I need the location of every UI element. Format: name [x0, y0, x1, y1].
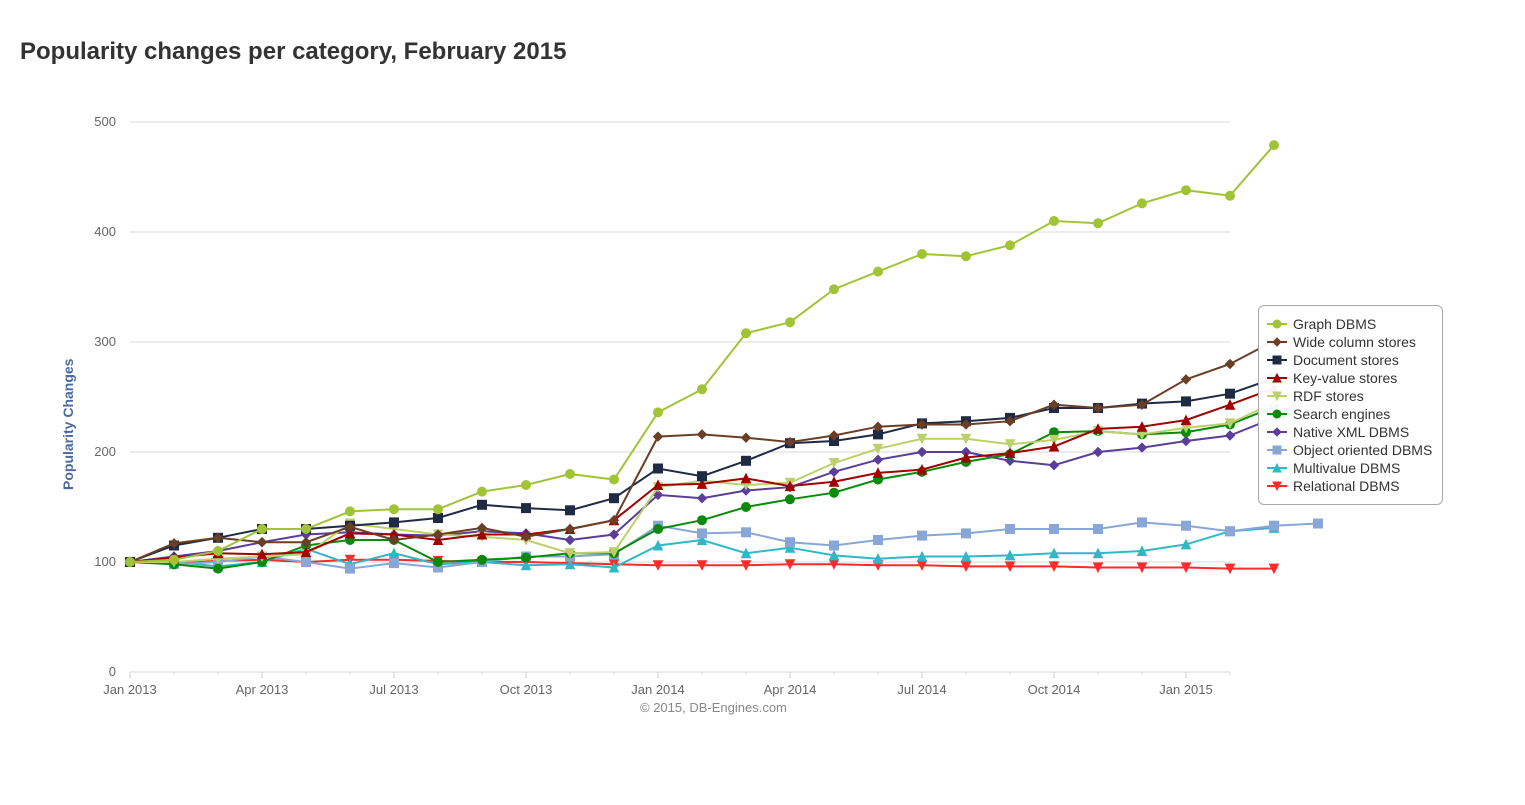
legend-label: Relational DBMS — [1293, 478, 1400, 494]
legend-swatch — [1267, 371, 1287, 385]
svg-text:100: 100 — [94, 554, 116, 569]
svg-text:300: 300 — [94, 334, 116, 349]
legend: Graph DBMS Wide column stores Document sto… — [1258, 305, 1443, 505]
svg-text:Jan 2015: Jan 2015 — [1159, 682, 1213, 697]
legend-item-relational-dbms[interactable]: Relational DBMS — [1267, 478, 1432, 494]
legend-swatch — [1267, 353, 1287, 367]
svg-text:500: 500 — [94, 114, 116, 129]
svg-text:0: 0 — [109, 664, 116, 679]
legend-swatch — [1267, 425, 1287, 439]
svg-text:Oct 2013: Oct 2013 — [500, 682, 553, 697]
svg-text:Apr 2013: Apr 2013 — [236, 682, 289, 697]
svg-text:200: 200 — [94, 444, 116, 459]
legend-item-wide-column-stores[interactable]: Wide column stores — [1267, 334, 1432, 350]
svg-text:Apr 2014: Apr 2014 — [764, 682, 817, 697]
legend-item-object-oriented-dbms[interactable]: Object oriented DBMS — [1267, 442, 1432, 458]
legend-label: Search engines — [1293, 406, 1390, 422]
legend-swatch — [1267, 407, 1287, 421]
legend-label: RDF stores — [1293, 388, 1364, 404]
legend-item-search-engines[interactable]: Search engines — [1267, 406, 1432, 422]
legend-item-document-stores[interactable]: Document stores — [1267, 352, 1432, 368]
legend-label: Document stores — [1293, 352, 1399, 368]
legend-swatch — [1267, 443, 1287, 457]
legend-label: Key-value stores — [1293, 370, 1397, 386]
legend-swatch — [1267, 389, 1287, 403]
legend-swatch — [1267, 317, 1287, 331]
legend-swatch — [1267, 335, 1287, 349]
svg-text:400: 400 — [94, 224, 116, 239]
legend-item-rdf-stores[interactable]: RDF stores — [1267, 388, 1432, 404]
chart-container: Popularity changes per category, Februar… — [0, 0, 1525, 800]
legend-label: Multivalue DBMS — [1293, 460, 1400, 476]
legend-label: Native XML DBMS — [1293, 424, 1409, 440]
legend-item-multivalue-dbms[interactable]: Multivalue DBMS — [1267, 460, 1432, 476]
legend-label: Graph DBMS — [1293, 316, 1376, 332]
legend-item-native-xml-dbms[interactable]: Native XML DBMS — [1267, 424, 1432, 440]
legend-item-key-value-stores[interactable]: Key-value stores — [1267, 370, 1432, 386]
legend-label: Object oriented DBMS — [1293, 442, 1432, 458]
svg-text:Jan 2013: Jan 2013 — [103, 682, 157, 697]
svg-text:Oct 2014: Oct 2014 — [1028, 682, 1081, 697]
legend-swatch — [1267, 461, 1287, 475]
chart-credit: © 2015, DB-Engines.com — [640, 700, 787, 715]
legend-swatch — [1267, 479, 1287, 493]
legend-item-graph-dbms[interactable]: Graph DBMS — [1267, 316, 1432, 332]
svg-text:Jan 2014: Jan 2014 — [631, 682, 685, 697]
svg-text:Jul 2013: Jul 2013 — [369, 682, 418, 697]
svg-text:Jul 2014: Jul 2014 — [897, 682, 946, 697]
legend-label: Wide column stores — [1293, 334, 1416, 350]
series-relational-dbms — [126, 555, 1279, 573]
y-axis-title: Popularity Changes — [60, 359, 76, 490]
chart-title: Popularity changes per category, Februar… — [20, 38, 566, 66]
